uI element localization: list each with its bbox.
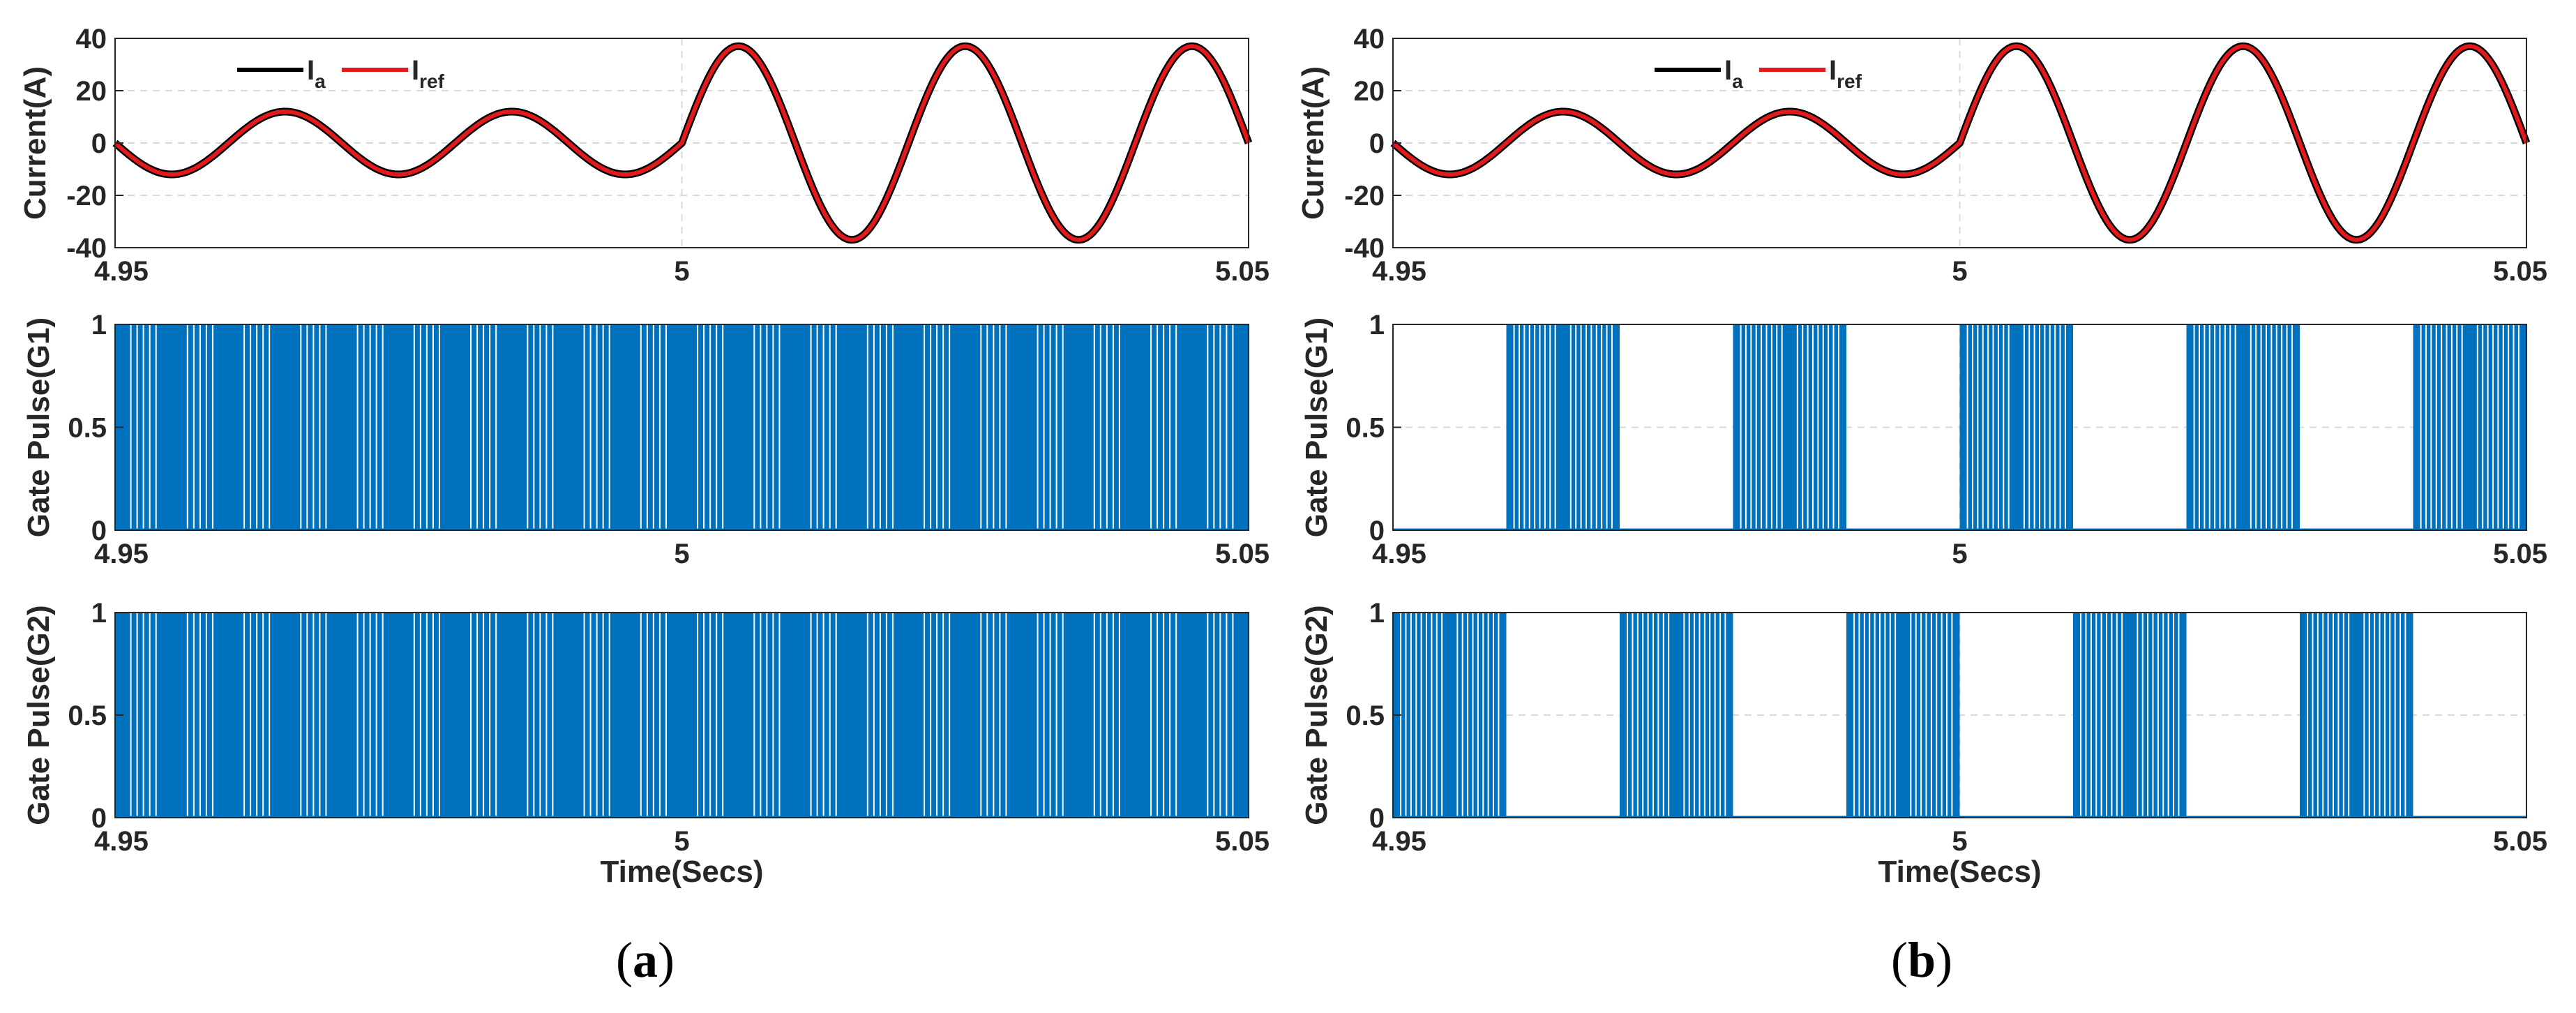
pulse-block [1620, 613, 1733, 818]
legend-label-sub: a [315, 70, 326, 92]
y-axis-title: Gate Pulse(G1) [22, 317, 56, 537]
y-tick-label: -20 [66, 181, 107, 211]
caption-a: (a) [616, 932, 675, 988]
pulse-block [1393, 613, 1507, 818]
y-tick-label: 0.5 [68, 413, 107, 444]
y-tick-label: 1 [1369, 310, 1385, 340]
y-tick-label: 0 [91, 803, 107, 834]
caption-b-close: ) [1936, 932, 1952, 988]
legend-label-sub: ref [1837, 70, 1862, 92]
x-tick-label: 4.95 [94, 256, 149, 287]
pulse-block [2300, 613, 2413, 818]
x-tick-label: 4.95 [94, 539, 149, 569]
y-axis-title: Gate Pulse(G2) [22, 605, 56, 825]
legend-label-Iref: Iref [1829, 55, 1862, 92]
x-tick-label: 5 [1952, 539, 1967, 569]
caption-b: (b) [1891, 932, 1952, 988]
y-tick-label: 0.5 [1346, 413, 1385, 444]
y-tick-label: 0.5 [68, 700, 107, 731]
y-tick-label: 40 [76, 24, 107, 54]
x-tick-label: 5 [674, 256, 689, 287]
x-tick-label: 5 [1952, 256, 1967, 287]
y-tick-label: -40 [1344, 233, 1385, 264]
caption-a-letter: a [633, 932, 658, 988]
legend-label-sub: a [1732, 70, 1743, 92]
y-tick-label: 40 [1354, 24, 1385, 54]
y-tick-label: 0 [91, 128, 107, 159]
y-tick-label: 0 [1369, 803, 1385, 834]
legend-label-main: I [1829, 55, 1837, 86]
pulse-block [2413, 324, 2526, 530]
x-axis-title: Time(Secs) [601, 855, 764, 889]
x-tick-label: 5 [674, 826, 689, 857]
x-tick-label: 5 [1952, 826, 1967, 857]
legend-label-Ia: Ia [1724, 55, 1743, 92]
x-tick-label: 5.05 [2493, 826, 2547, 857]
x-tick-label: 5.05 [1215, 539, 1270, 569]
y-axis-title: Current(A) [18, 66, 52, 220]
x-tick-label: 5.05 [2493, 256, 2547, 287]
y-tick-label: 1 [91, 310, 107, 340]
y-tick-label: 0 [1369, 128, 1385, 159]
y-tick-label: 20 [76, 76, 107, 107]
x-tick-label: 4.95 [94, 826, 149, 857]
y-tick-label: 1 [1369, 598, 1385, 629]
x-tick-label: 4.95 [1372, 256, 1426, 287]
y-tick-label: 0 [1369, 516, 1385, 546]
y-tick-label: -20 [1344, 181, 1385, 211]
pulse-block [1733, 324, 1846, 530]
series-line-Iref [1392, 44, 2529, 242]
y-tick-label: 1 [91, 598, 107, 629]
x-tick-label: 5.05 [2493, 539, 2547, 569]
caption-b-open: ( [1891, 932, 1908, 988]
legend-label-Iref: Iref [412, 55, 445, 92]
legend-label-main: I [307, 55, 315, 86]
y-axis-title: Current(A) [1296, 66, 1330, 220]
y-tick-label: 20 [1354, 76, 1385, 107]
y-tick-label: 0.5 [1346, 700, 1385, 731]
panel-a-2: 0 0.5 1 4.95 5 5.05 Gate Pulse(G1) [22, 310, 1270, 569]
legend-label-main: I [412, 55, 419, 86]
pulse-block [115, 613, 1249, 818]
series-line-Iref [114, 44, 1251, 242]
pulse-block [1846, 613, 1960, 818]
y-tick-label: -40 [66, 233, 107, 264]
legend-label-Ia: Ia [307, 55, 326, 92]
x-tick-label: 5.05 [1215, 826, 1270, 857]
x-tick-label: 4.95 [1372, 539, 1426, 569]
legend-label-main: I [1724, 55, 1732, 86]
y-axis-title: Gate Pulse(G1) [1300, 317, 1334, 537]
pulse-block [1959, 324, 2073, 530]
y-axis-title: Gate Pulse(G2) [1300, 605, 1334, 825]
x-tick-label: 5.05 [1215, 256, 1270, 287]
pulse-block [1506, 324, 1620, 530]
panel-b-2: 0 0.5 1 4.95 5 5.05 Gate Pulse(G1) [1300, 310, 2547, 569]
legend-label-sub: ref [419, 70, 444, 92]
panel-b-3: 0 0.5 1 4.95 5 5.05 Gate Pulse(G2) Time(Secs) [1300, 598, 2547, 889]
caption-b-letter: b [1908, 932, 1936, 988]
x-tick-label: 5 [674, 539, 689, 569]
pulse-block [115, 324, 1249, 530]
y-tick-label: 0 [91, 516, 107, 546]
x-axis-title: Time(Secs) [1878, 855, 2042, 889]
caption-a-open: ( [616, 932, 633, 988]
caption-a-close: ) [658, 932, 675, 988]
pulse-block [2186, 324, 2300, 530]
pulse-block [2073, 613, 2187, 818]
panel-a-3: 0 0.5 1 4.95 5 5.05 Gate Pulse(G2) Time(Secs) [22, 598, 1270, 889]
x-tick-label: 4.95 [1372, 826, 1426, 857]
